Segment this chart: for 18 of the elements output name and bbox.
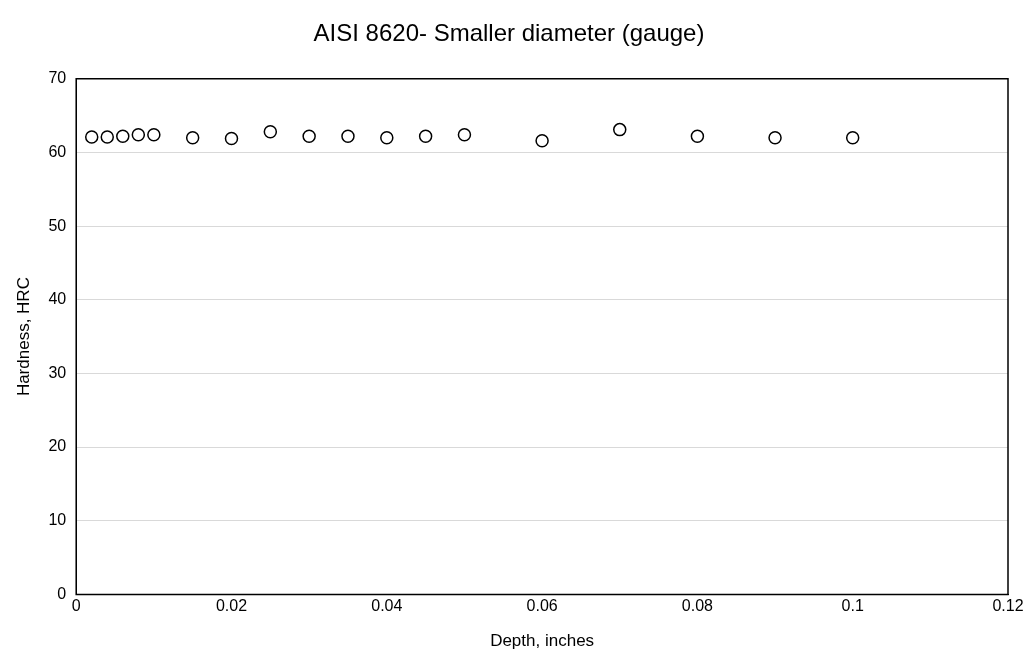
x-tick-label: 0.02 xyxy=(215,597,248,615)
y-tick-label: 30 xyxy=(48,363,67,381)
x-tick-label: 0.12 xyxy=(992,597,1024,615)
y-tick-label: 50 xyxy=(48,216,67,234)
y-tick-label: 20 xyxy=(48,437,67,455)
x-tick-label: 0.08 xyxy=(681,597,714,615)
chart-title: AISI 8620- Smaller diameter (gauge) xyxy=(313,19,705,47)
y-tick-label: 10 xyxy=(48,511,67,529)
x-tick-label: 0.1 xyxy=(841,597,864,615)
y-tick-label: 0 xyxy=(57,584,67,602)
x-tick-label: 0 xyxy=(71,597,81,615)
y-tick-label: 40 xyxy=(48,290,67,308)
x-tick-label: 0.04 xyxy=(371,597,403,615)
y-tick-label: 60 xyxy=(48,142,67,160)
y-axis-title: Hardness, HRC xyxy=(13,277,33,397)
x-tick-label: 0.06 xyxy=(526,597,558,615)
x-axis-title: Depth, inches xyxy=(490,631,595,651)
y-tick-label: 70 xyxy=(48,69,67,87)
